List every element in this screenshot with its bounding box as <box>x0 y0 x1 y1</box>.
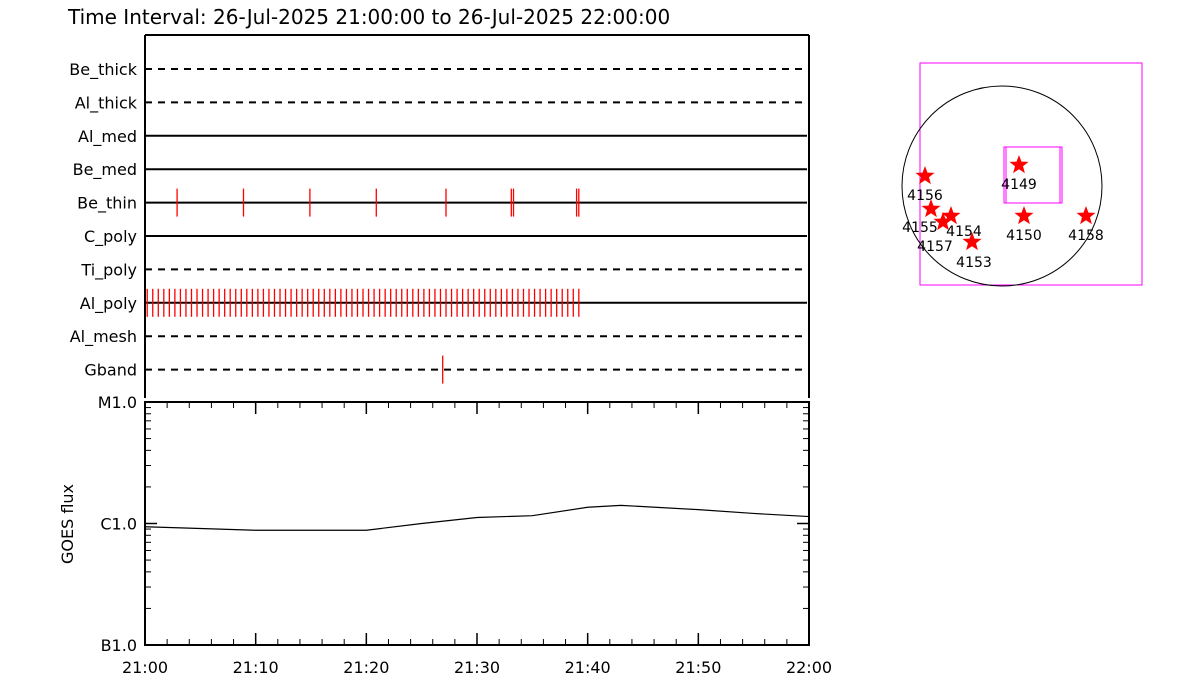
active-region-star <box>933 212 953 231</box>
active-region-star <box>941 206 961 225</box>
lane-label: Gband <box>84 361 137 380</box>
x-tick-label: 21:40 <box>565 658 611 677</box>
active-region-label: 4156 <box>907 188 943 204</box>
x-tick-label: 22:00 <box>786 658 832 677</box>
y-axis-label: GOES flux <box>58 484 77 564</box>
solar-disk <box>901 85 1103 287</box>
pointing-box <box>1005 146 1063 204</box>
goes-flux-line <box>144 504 810 531</box>
goes-plot-frame <box>144 401 810 646</box>
lane-label: Al_poly <box>80 294 137 314</box>
x-tick-label: 21:00 <box>122 658 168 677</box>
active-region-star <box>915 166 935 185</box>
active-region-label: 4153 <box>956 255 992 271</box>
active-region-star <box>962 232 982 251</box>
x-tick-label: 21:20 <box>343 658 389 677</box>
pointing-box <box>1003 146 1061 204</box>
lane-label: Ti_poly <box>80 260 137 280</box>
active-region-star <box>921 199 941 218</box>
lane-label: Be_med <box>73 160 137 180</box>
y-tick-label: B1.0 <box>101 636 137 655</box>
lane-label: Al_thick <box>75 93 138 113</box>
field-of-view-box <box>919 62 1143 286</box>
lane-label: Al_med <box>78 127 137 147</box>
lane-label: Be_thin <box>77 194 137 214</box>
active-region-star <box>1076 206 1096 225</box>
lane-label: Be_thick <box>69 60 137 80</box>
active-region-star <box>1014 206 1034 225</box>
x-tick-label: 21:30 <box>454 658 500 677</box>
y-tick-label: C1.0 <box>100 515 137 534</box>
active-region-label: 4149 <box>1001 177 1037 193</box>
x-tick-label: 21:50 <box>675 658 721 677</box>
active-region-label: 4158 <box>1068 228 1104 244</box>
active-region-label: 4154 <box>946 224 982 240</box>
active-region-label: 4157 <box>917 239 953 255</box>
active-region-label: 4155 <box>902 220 938 236</box>
active-region-star <box>1009 155 1029 174</box>
lane-label: Al_mesh <box>70 327 137 347</box>
lane-label: C_poly <box>84 227 137 247</box>
y-tick-label: M1.0 <box>98 393 137 412</box>
active-region-label: 4150 <box>1006 228 1042 244</box>
x-tick-label: 21:10 <box>233 658 279 677</box>
chart-title: Time Interval: 26-Jul-2025 21:00:00 to 2… <box>67 5 670 29</box>
